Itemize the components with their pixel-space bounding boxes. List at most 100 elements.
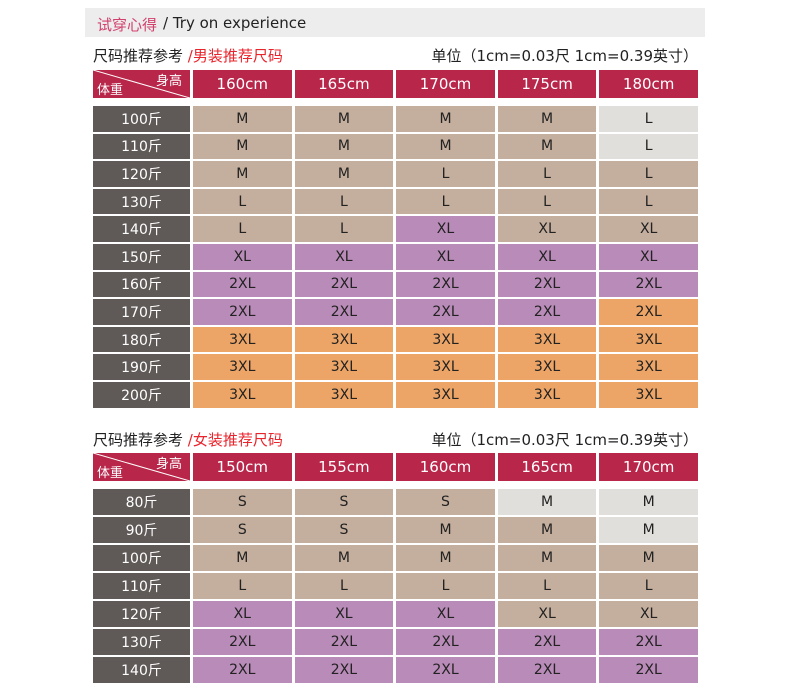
- size-cell: XL: [294, 601, 394, 627]
- weight-label: 100斤: [93, 106, 190, 132]
- weight-label: 120斤: [93, 161, 190, 187]
- size-cell: L: [497, 573, 597, 599]
- size-cell: 2XL: [396, 629, 495, 655]
- size-cell: XL: [497, 601, 597, 627]
- size-cell: S: [193, 489, 292, 515]
- size-cell: M: [497, 106, 597, 132]
- size-cell: 2XL: [294, 657, 394, 683]
- banner-cn: 试穿心得: [97, 16, 158, 34]
- size-cell: L: [193, 573, 292, 599]
- corner-weight: 体重: [97, 466, 124, 481]
- size-cell: L: [599, 106, 698, 132]
- size-cell: M: [497, 517, 597, 543]
- size-cell: 2XL: [497, 657, 597, 683]
- women-title: 尺码推荐参考 /女装推荐尺码: [93, 429, 283, 450]
- height-header: 160cm: [396, 453, 495, 481]
- corner-cell: 身高 体重: [93, 70, 190, 98]
- table-row: 170斤 2XL 2XL 2XL 2XL 2XL: [93, 299, 698, 325]
- size-cell: S: [396, 489, 495, 515]
- size-cell: M: [294, 106, 394, 132]
- size-cell: M: [396, 517, 495, 543]
- size-cell: 2XL: [497, 629, 597, 655]
- size-cell: 3XL: [294, 326, 394, 353]
- size-cell: 3XL: [396, 354, 495, 380]
- size-cell: S: [294, 517, 394, 543]
- size-cell: 3XL: [294, 381, 394, 408]
- table-row: 100斤 M M M M L: [93, 106, 698, 132]
- table-row: 90斤 S S M M M: [93, 517, 698, 543]
- size-cell: L: [497, 188, 597, 215]
- weight-label: 190斤: [93, 354, 190, 380]
- size-cell: M: [193, 161, 292, 187]
- height-header: 180cm: [599, 70, 698, 98]
- men-title-text: 尺码推荐参考: [93, 47, 184, 65]
- size-cell: 3XL: [396, 326, 495, 353]
- size-cell: 2XL: [396, 657, 495, 683]
- weight-label: 160斤: [93, 271, 190, 298]
- size-cell: M: [294, 545, 394, 571]
- size-cell: 2XL: [599, 299, 698, 325]
- size-cell: L: [294, 573, 394, 599]
- size-cell: M: [294, 133, 394, 160]
- height-header: 170cm: [599, 453, 698, 481]
- size-cell: 3XL: [193, 326, 292, 353]
- size-cell: XL: [396, 243, 495, 270]
- weight-label: 80斤: [93, 489, 190, 515]
- size-cell: 3XL: [497, 381, 597, 408]
- size-cell: 2XL: [193, 299, 292, 325]
- size-cell: M: [497, 133, 597, 160]
- table-row: 100斤 M M M M M: [93, 545, 698, 571]
- table-row: 130斤 L L L L L: [93, 188, 698, 215]
- size-cell: L: [193, 188, 292, 215]
- size-cell: M: [193, 545, 292, 571]
- table-row: 160斤 2XL 2XL 2XL 2XL 2XL: [93, 271, 698, 298]
- size-cell: XL: [497, 243, 597, 270]
- table-header: 身高 体重 160cm 165cm 170cm 175cm 180cm: [93, 70, 698, 98]
- size-cell: 2XL: [294, 629, 394, 655]
- size-cell: M: [497, 489, 597, 515]
- size-cell: 3XL: [599, 326, 698, 353]
- size-cell: M: [497, 545, 597, 571]
- size-cell: 2XL: [193, 657, 292, 683]
- weight-label: 170斤: [93, 299, 190, 325]
- weight-label: 140斤: [93, 657, 190, 683]
- men-title: 尺码推荐参考 /男装推荐尺码: [93, 45, 283, 66]
- size-cell: 3XL: [497, 354, 597, 380]
- size-cell: M: [599, 545, 698, 571]
- table-row: 190斤 3XL 3XL 3XL 3XL 3XL: [93, 354, 698, 380]
- height-header: 150cm: [193, 453, 292, 481]
- size-cell: S: [193, 517, 292, 543]
- table-row: 110斤 M M M M L: [93, 133, 698, 160]
- table-row: 110斤 L L L L L: [93, 573, 698, 599]
- size-cell: M: [193, 133, 292, 160]
- size-cell: XL: [193, 243, 292, 270]
- size-cell: XL: [396, 601, 495, 627]
- size-cell: L: [497, 161, 597, 187]
- size-cell: 3XL: [193, 354, 292, 380]
- weight-label: 130斤: [93, 629, 190, 655]
- table-header: 身高 体重 150cm 155cm 160cm 165cm 170cm: [93, 453, 698, 481]
- table-row: 150斤 XL XL XL XL XL: [93, 243, 698, 270]
- women-unit: 单位（1cm=0.03尺 1cm=0.39英寸）: [431, 431, 698, 449]
- size-cell: M: [396, 106, 495, 132]
- diagonal-line: [93, 453, 190, 481]
- size-cell: XL: [599, 601, 698, 627]
- weight-label: 200斤: [93, 381, 190, 408]
- size-cell: 2XL: [599, 629, 698, 655]
- table-row: 80斤 S S S M M: [93, 489, 698, 515]
- size-cell: 3XL: [193, 381, 292, 408]
- size-cell: 3XL: [599, 381, 698, 408]
- weight-label: 90斤: [93, 517, 190, 543]
- men-size-table: 身高 体重 160cm 165cm 170cm 175cm 180cm 100斤 M M M M L 11…: [93, 70, 698, 410]
- size-cell: XL: [599, 216, 698, 242]
- height-header: 170cm: [396, 70, 495, 98]
- women-size-table: 身高 体重 150cm 155cm 160cm 165cm 170cm 80斤 S S S M M 90斤…: [93, 453, 698, 685]
- height-header: 160cm: [193, 70, 292, 98]
- size-cell: 2XL: [396, 271, 495, 298]
- corner-height: 身高: [155, 457, 182, 472]
- size-cell: 2XL: [599, 657, 698, 683]
- size-cell: 2XL: [599, 271, 698, 298]
- weight-label: 150斤: [93, 243, 190, 270]
- size-cell: 3XL: [497, 326, 597, 353]
- size-cell: L: [599, 133, 698, 160]
